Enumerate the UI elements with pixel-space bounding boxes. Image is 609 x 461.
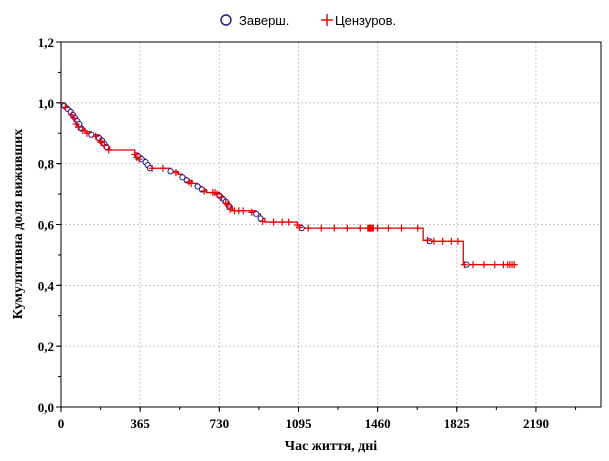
censored-marker (447, 237, 455, 245)
x-tick-label: 2190 (523, 416, 549, 431)
legend: Заверш. Цензуров. (220, 13, 396, 28)
censored-marker (480, 261, 488, 269)
censored-marker (97, 138, 105, 146)
censored-marker (159, 164, 167, 172)
legend-complete-label: Заверш. (239, 13, 289, 28)
censored-marker (454, 237, 462, 245)
censored-marker (79, 126, 87, 134)
censored-marker (70, 114, 78, 122)
event-markers (61, 102, 518, 269)
y-tick-label: 0,2 (38, 339, 54, 354)
censored-marker (270, 218, 278, 226)
survival-series (61, 102, 513, 266)
censored-marker (430, 237, 438, 245)
censored-marker (491, 261, 499, 269)
censored-marker (224, 201, 232, 209)
y-tick-label: 0,4 (38, 278, 55, 293)
censored-marker (304, 224, 312, 232)
censored-marker (74, 123, 82, 131)
censored-marker (83, 129, 91, 137)
y-axis-title: Кумулятивна доля виживших (11, 129, 26, 319)
censored-marker (296, 224, 304, 232)
x-tick-label: 0 (58, 416, 65, 431)
legend-censored-marker (321, 14, 333, 26)
censored-marker (92, 132, 100, 140)
censored-marker (200, 187, 208, 195)
y-tick-label: 1,0 (38, 96, 54, 111)
y-tick-label: 0,0 (38, 400, 54, 415)
censored-marker (330, 224, 338, 232)
censored-marker (259, 217, 267, 225)
censored-marker (187, 179, 195, 187)
x-tick-label: 365 (130, 416, 150, 431)
complete-event-marker (194, 183, 201, 190)
y-tick-label: 1,2 (38, 35, 54, 50)
censored-marker (384, 224, 392, 232)
censored-marker (469, 261, 477, 269)
censored-marker (414, 224, 422, 232)
censored-marker (105, 146, 113, 154)
x-tick-label: 730 (210, 416, 230, 431)
x-axis-title: Час життя, дні (285, 439, 377, 454)
axis-ticks: 0 365 730 1095 1460 1825 2190 0,0 0,2 0,4 0,6 0,8 1,… (38, 35, 577, 431)
censored-marker (135, 155, 143, 163)
censored-marker (239, 207, 247, 215)
censored-marker (424, 236, 432, 244)
censored-marker (213, 190, 221, 198)
censored-marker (278, 218, 286, 226)
x-tick-label: 1095 (285, 416, 312, 431)
censored-marker (226, 205, 234, 213)
complete-event-marker (167, 168, 174, 175)
x-tick-label: 1825 (444, 416, 471, 431)
censored-marker (100, 141, 108, 149)
censored-marker (317, 224, 325, 232)
censored-marker (439, 237, 447, 245)
censored-marker (217, 193, 225, 201)
censored-marker (343, 224, 351, 232)
legend-censored-label: Цензуров. (335, 13, 396, 28)
y-tick-label: 0,8 (38, 157, 55, 172)
censored-marker (172, 169, 180, 177)
censored-marker (510, 261, 518, 269)
grid (61, 42, 601, 407)
x-tick-label: 1460 (365, 416, 391, 431)
y-tick-label: 0,6 (38, 218, 55, 233)
censored-marker (460, 261, 468, 269)
censored-marker (148, 164, 156, 172)
censored-marker (96, 137, 104, 145)
survival-step-line (61, 102, 513, 266)
censored-marker (61, 103, 69, 111)
legend-complete-marker (220, 14, 232, 26)
censored-marker (356, 224, 364, 232)
complete-event-marker (179, 174, 186, 181)
censored-marker (397, 224, 405, 232)
censored-marker (248, 208, 256, 216)
censored-marker (285, 218, 293, 226)
censored-marker (374, 224, 382, 232)
